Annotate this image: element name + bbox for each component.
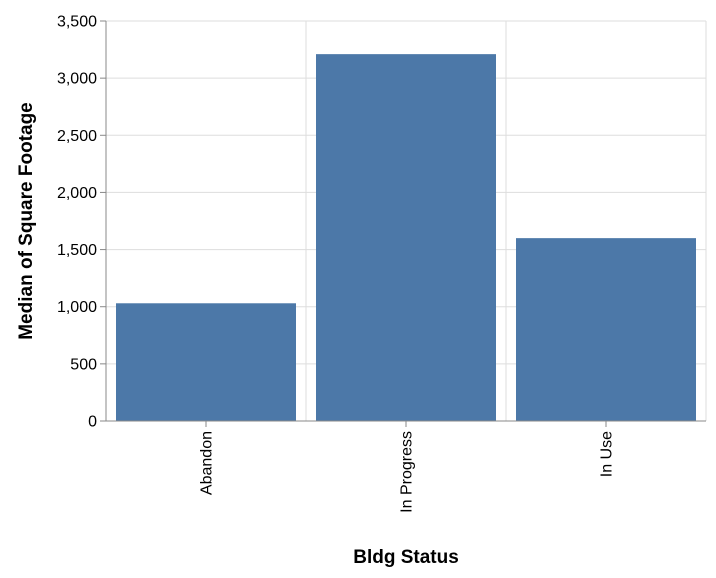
bars: [116, 54, 696, 422]
x-axis-title: Bldg Status: [353, 547, 459, 568]
y-tick-label: 500: [70, 356, 97, 373]
x-tick-label: In Use: [599, 431, 616, 477]
y-axis-ticks: 0 500 1,000 1,500 2,000 2,500 3,000 3,500: [57, 14, 106, 431]
x-tick-label: Abandon: [199, 431, 216, 495]
y-tick-label: 1,000: [57, 299, 97, 316]
y-tick-label: 1,500: [57, 242, 97, 259]
y-tick-label: 0: [88, 414, 97, 431]
y-tick-label: 2,000: [57, 185, 97, 202]
x-axis-ticks: Abandon In Progress In Use: [199, 421, 616, 513]
y-tick-label: 3,000: [57, 71, 97, 88]
y-tick-label: 2,500: [57, 128, 97, 145]
x-tick-label: In Progress: [399, 431, 416, 513]
bar-in-use: [516, 238, 696, 421]
y-tick-label: 3,500: [57, 14, 97, 31]
bar-in-progress: [316, 54, 496, 422]
y-axis-title: Median of Square Footage: [16, 102, 37, 340]
bar-abandon: [116, 303, 296, 421]
